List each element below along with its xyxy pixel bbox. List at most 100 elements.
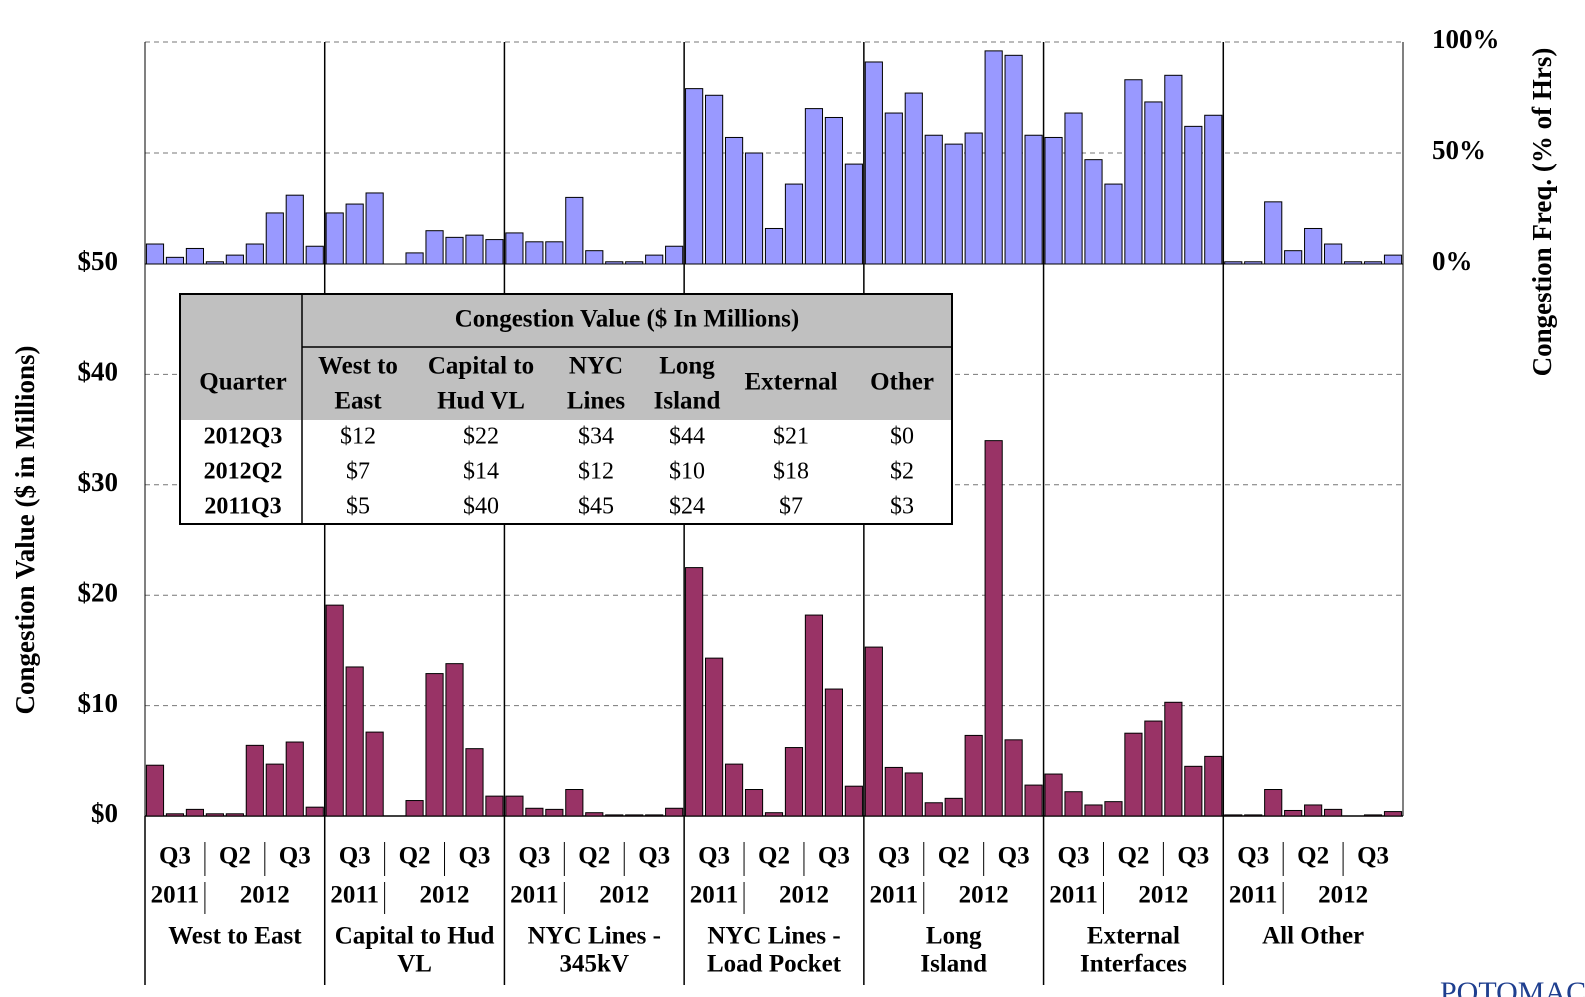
value-bar xyxy=(405,800,424,817)
freq-bar xyxy=(1244,261,1263,265)
table-cell: $12 xyxy=(340,424,376,450)
freq-bar xyxy=(1343,261,1363,265)
x-year-label: 2011 xyxy=(869,882,918,909)
value-bar xyxy=(525,807,544,817)
table-cell: $45 xyxy=(578,494,614,520)
freq-bar xyxy=(844,163,863,265)
freq-bar xyxy=(804,108,824,265)
x-year-label: 2012 xyxy=(1138,882,1188,909)
x-tick-label: Q3 xyxy=(1357,843,1389,870)
table-border xyxy=(179,293,953,525)
value-bar xyxy=(1064,791,1083,817)
x-tick-label: Q3 xyxy=(878,843,910,870)
table-title: Congestion Value ($ In Millions) xyxy=(455,306,800,333)
value-bar xyxy=(984,440,1003,817)
x-tick-label: Q3 xyxy=(339,843,371,870)
value-bar xyxy=(625,814,644,817)
group-label: Island xyxy=(920,951,987,978)
freq-bar xyxy=(1304,227,1323,265)
value-bar xyxy=(844,785,863,817)
y2-axis-title: Congestion Freq. (% of Hrs) xyxy=(1527,48,1557,377)
freq-bar xyxy=(1064,112,1083,265)
y-tick-label: $10 xyxy=(78,688,119,718)
freq-bar xyxy=(305,245,324,265)
table-row-label: 2011Q3 xyxy=(204,494,281,520)
x-year-label: 2011 xyxy=(330,882,379,909)
x-tick-label: Q3 xyxy=(998,843,1030,870)
freq-bar xyxy=(1024,134,1043,265)
value-bar xyxy=(465,748,484,817)
y2-tick-label: 50% xyxy=(1432,135,1486,165)
y-tick-label: $40 xyxy=(78,357,119,387)
freq-bar xyxy=(645,254,664,265)
value-bar xyxy=(245,744,264,817)
table-corner: Quarter xyxy=(199,369,286,396)
table-column-header: Long xyxy=(659,353,715,380)
freq-bar xyxy=(665,245,684,265)
freq-bar xyxy=(345,203,364,265)
freq-bar xyxy=(1284,250,1303,265)
x-tick-label: Q2 xyxy=(1117,843,1149,870)
x-tick-label: Q3 xyxy=(818,843,850,870)
x-tick-label: Q3 xyxy=(458,843,490,870)
value-bar xyxy=(325,604,344,817)
value-bar xyxy=(1224,814,1243,817)
freq-bar xyxy=(365,192,384,265)
value-bar xyxy=(1204,755,1223,817)
value-bar xyxy=(904,772,923,817)
value-bar xyxy=(1304,804,1323,817)
freq-bar xyxy=(445,236,464,265)
value-bar xyxy=(145,764,165,817)
freq-bar xyxy=(1124,79,1143,265)
table-column-header: Island xyxy=(654,388,721,415)
table-column-header: Other xyxy=(870,369,934,396)
group-label: NYC Lines - xyxy=(707,923,840,950)
x-year-label: 2012 xyxy=(240,882,290,909)
freq-bar xyxy=(245,243,264,265)
x-year-label: 2011 xyxy=(690,882,739,909)
group-label: NYC Lines - xyxy=(528,923,661,950)
value-bar xyxy=(1024,784,1043,817)
value-bar xyxy=(265,763,284,817)
table-cell: $21 xyxy=(773,424,809,450)
x-year-label: 2011 xyxy=(510,882,559,909)
x-tick-label: Q3 xyxy=(279,843,311,870)
freq-bar xyxy=(325,212,344,265)
value-bar xyxy=(185,808,205,817)
freq-bar xyxy=(545,241,564,265)
y2-tick-label: 100% xyxy=(1432,24,1500,54)
value-bar xyxy=(565,789,584,817)
freq-bar xyxy=(884,112,903,265)
value-bar xyxy=(1144,720,1163,817)
table-cell: $34 xyxy=(578,424,614,450)
value-bar xyxy=(425,673,444,817)
freq-bar xyxy=(1363,261,1383,265)
freq-bar xyxy=(585,250,604,265)
freq-bar xyxy=(1324,243,1343,265)
freq-bar xyxy=(1383,254,1403,265)
freq-bar xyxy=(485,239,504,265)
value-bar xyxy=(205,813,224,817)
y-tick-label: $0 xyxy=(91,798,118,828)
freq-bar xyxy=(764,227,784,265)
x-year-label: 2011 xyxy=(1229,882,1278,909)
x-tick-label: Q3 xyxy=(1177,843,1209,870)
value-bar xyxy=(824,688,843,817)
value-bar xyxy=(445,663,464,817)
value-bar xyxy=(1104,801,1123,817)
x-tick-label: Q3 xyxy=(1237,843,1269,870)
logo: POTOMAC xyxy=(1440,976,1585,997)
freq-bar xyxy=(904,92,923,265)
x-year-label: 2011 xyxy=(1049,882,1098,909)
freq-bar xyxy=(944,143,963,265)
freq-bar xyxy=(185,247,205,265)
value-bar xyxy=(665,807,684,817)
freq-bar xyxy=(864,61,883,265)
freq-bar xyxy=(824,116,843,265)
y-tick-label: $20 xyxy=(78,577,119,607)
table-row-label: 2012Q2 xyxy=(204,459,283,485)
table-column-header: West to xyxy=(318,353,398,380)
freq-bar xyxy=(225,254,244,265)
value-bar xyxy=(305,806,324,817)
value-bar xyxy=(1044,773,1063,817)
